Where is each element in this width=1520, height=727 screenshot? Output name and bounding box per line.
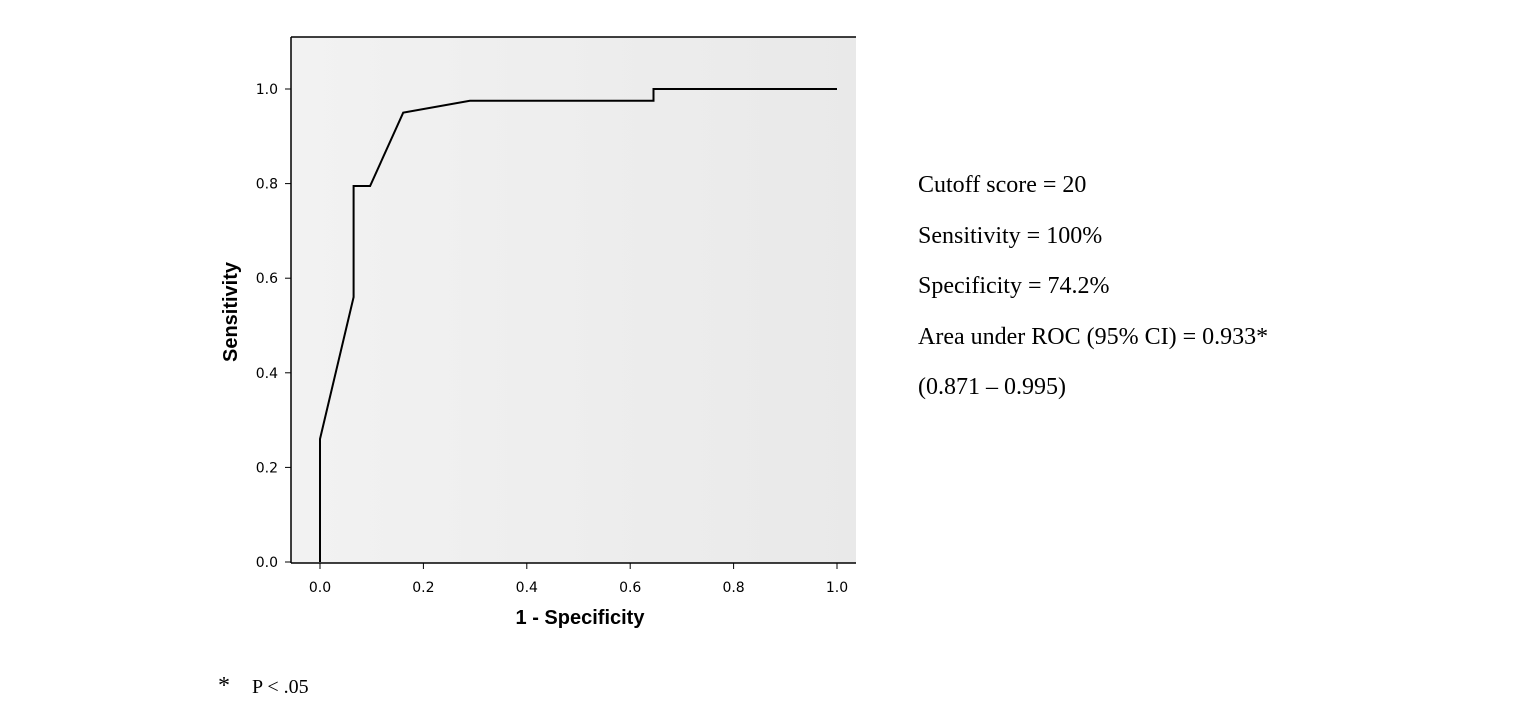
y-tick-label: 1.0 xyxy=(256,82,278,98)
y-tick-label: 0.2 xyxy=(256,460,278,476)
x-tick-label: 0.6 xyxy=(619,580,641,596)
roc-curve-line xyxy=(319,88,837,562)
confidence-interval-text: (0.871 – 0.995) xyxy=(918,374,1066,400)
y-axis-title: Sensitivity xyxy=(220,261,242,362)
significance-footnote: * P < .05 xyxy=(218,673,309,700)
y-tick-label: 0.8 xyxy=(256,177,278,193)
y-tick-label: 0.6 xyxy=(256,271,278,287)
auc-text: Area under ROC (95% CI) = 0.933* xyxy=(918,323,1269,350)
x-axis-title: 1 - Specificity xyxy=(516,607,646,629)
footnote-text: P < .05 xyxy=(252,676,309,698)
y-tick-label: 0.4 xyxy=(256,366,278,382)
specificity-text: Specificity = 74.2% xyxy=(918,273,1110,299)
x-tick-label: 0.2 xyxy=(412,580,434,596)
sensitivity-text: Sensitivity = 100% xyxy=(918,222,1103,249)
y-tick-label: 0.0 xyxy=(256,555,278,571)
x-tick-label: 0.0 xyxy=(309,580,331,596)
cutoff-score-text: Cutoff score = 20 xyxy=(918,172,1087,198)
x-tick-label: 0.4 xyxy=(516,580,538,596)
x-tick-label: 0.8 xyxy=(722,580,744,596)
statistics-panel: Cutoff score = 20 Sensitivity = 100% Spe… xyxy=(918,166,1268,419)
plot-background xyxy=(291,37,856,563)
footnote-asterisk: * xyxy=(218,673,230,699)
x-tick-label: 1.0 xyxy=(826,580,848,596)
